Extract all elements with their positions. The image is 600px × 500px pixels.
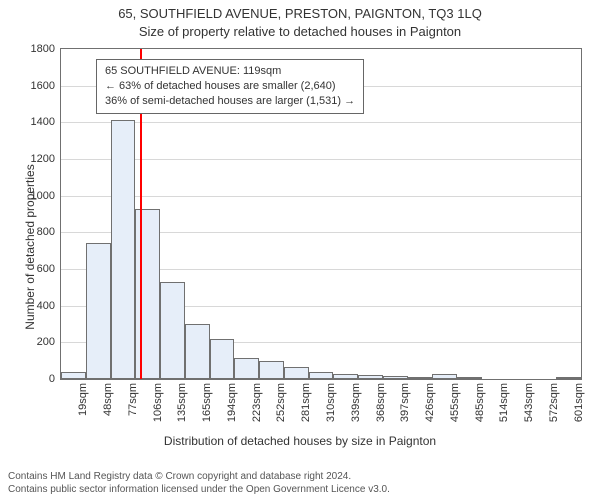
x-tick-label: 165sqm <box>201 383 213 422</box>
y-tick-label: 200 <box>37 336 55 348</box>
x-tick-label: 77sqm <box>127 383 139 416</box>
x-tick-label: 106sqm <box>152 383 164 422</box>
x-tick-label: 19sqm <box>77 383 89 416</box>
histogram-bar <box>234 358 259 379</box>
histogram-bar <box>383 376 408 379</box>
x-tick-label: 601sqm <box>573 383 585 422</box>
histogram-bar <box>160 282 185 379</box>
histogram-bar <box>358 375 383 379</box>
x-tick-label: 223sqm <box>251 383 263 422</box>
histogram-bar <box>556 377 581 379</box>
histogram-bar <box>185 324 210 379</box>
x-tick-label: 194sqm <box>226 383 238 422</box>
x-tick-label: 397sqm <box>399 383 411 422</box>
grid-line <box>61 122 581 123</box>
histogram-bar <box>284 367 309 379</box>
footer-line-2: Contains public sector information licen… <box>8 483 390 496</box>
y-tick-label: 1000 <box>31 190 55 202</box>
y-tick-label: 1200 <box>31 153 55 165</box>
x-tick-label: 572sqm <box>548 383 560 422</box>
x-tick-label: 310sqm <box>325 383 337 422</box>
x-tick-label: 543sqm <box>523 383 535 422</box>
y-tick-label: 1400 <box>31 116 55 128</box>
x-tick-label: 339sqm <box>350 383 362 422</box>
y-tick-label: 1800 <box>31 43 55 55</box>
footer-attribution: Contains HM Land Registry data © Crown c… <box>8 470 390 496</box>
y-tick-label: 800 <box>37 226 55 238</box>
annotation-line-3: 36% of semi-detached houses are larger (… <box>105 94 355 109</box>
histogram-bar <box>61 372 86 379</box>
page-title-address: 65, SOUTHFIELD AVENUE, PRESTON, PAIGNTON… <box>0 6 600 21</box>
histogram-bar <box>259 361 284 379</box>
annotation-line-1: 65 SOUTHFIELD AVENUE: 119sqm <box>105 64 355 79</box>
x-tick-label: 48sqm <box>102 383 114 416</box>
histogram-bar <box>432 374 457 379</box>
histogram-bar <box>333 374 358 380</box>
x-tick-label: 426sqm <box>424 383 436 422</box>
y-axis-label: Number of detached properties <box>23 147 37 347</box>
y-tick-label: 0 <box>49 373 55 385</box>
y-tick-label: 600 <box>37 263 55 275</box>
x-tick-label: 252sqm <box>275 383 287 422</box>
x-axis-title: Distribution of detached houses by size … <box>0 434 600 448</box>
grid-line <box>61 196 581 197</box>
histogram-bar <box>457 377 482 379</box>
histogram-bar <box>111 120 136 379</box>
histogram-bar <box>86 243 111 379</box>
footer-line-1: Contains HM Land Registry data © Crown c… <box>8 470 390 483</box>
x-tick-label: 485sqm <box>474 383 486 422</box>
page-title-subtitle: Size of property relative to detached ho… <box>0 24 600 39</box>
x-tick-label: 514sqm <box>498 383 510 422</box>
x-tick-label: 368sqm <box>375 383 387 422</box>
annotation-box: 65 SOUTHFIELD AVENUE: 119sqm ← 63% of de… <box>96 59 364 114</box>
x-tick-label: 281sqm <box>300 383 312 422</box>
histogram-bar <box>210 339 235 379</box>
annotation-line-2: ← 63% of detached houses are smaller (2,… <box>105 79 355 94</box>
y-tick-label: 400 <box>37 300 55 312</box>
x-tick-label: 455sqm <box>449 383 461 422</box>
y-tick-label: 1600 <box>31 80 55 92</box>
grid-line <box>61 159 581 160</box>
histogram-bar <box>309 372 334 379</box>
histogram-bar <box>135 209 160 380</box>
histogram-bar <box>408 377 433 379</box>
x-tick-label: 135sqm <box>176 383 188 422</box>
